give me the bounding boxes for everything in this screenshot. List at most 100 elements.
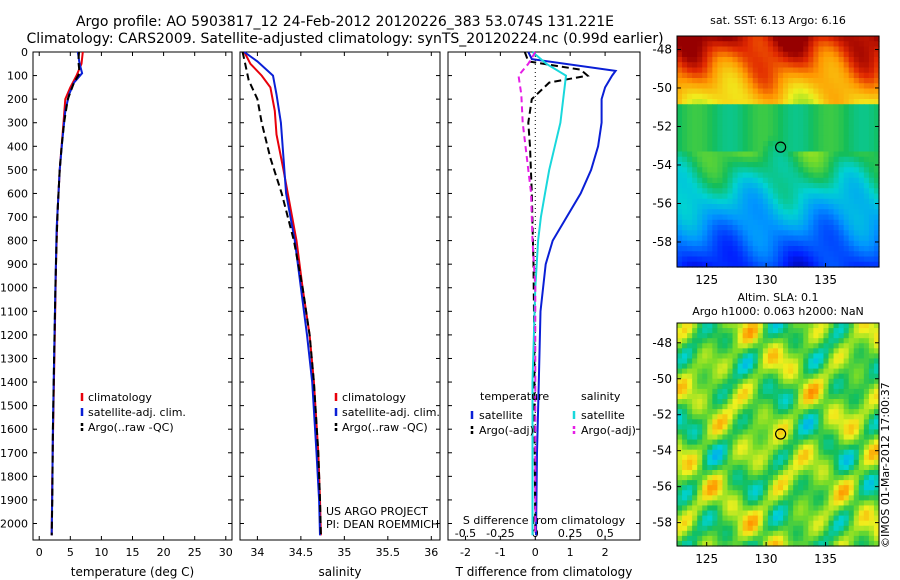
heatmap-cell [858, 348, 865, 355]
heatmap-cell [737, 358, 744, 365]
heatmap-cell [863, 409, 870, 415]
heatmap-cell [702, 57, 708, 63]
heatmap-cell [682, 373, 688, 380]
heatmap-cell [798, 358, 804, 365]
heatmap-cell [838, 214, 845, 221]
heatmap-cell [828, 219, 835, 226]
heatmap-cell [717, 141, 724, 147]
heatmap-cell [702, 515, 708, 522]
heatmap-cell [873, 540, 880, 547]
heatmap-cell [833, 409, 840, 415]
heatmap-cell [788, 141, 794, 147]
heatmap-cell [793, 333, 799, 339]
heatmap-cell [803, 156, 809, 163]
heatmap-cell [732, 353, 739, 360]
heatmap-cell [848, 146, 855, 153]
heatmap-cell [873, 240, 880, 247]
heatmap-cell [833, 444, 840, 451]
heatmap-cell [843, 495, 850, 501]
heatmap-cell [677, 251, 683, 258]
heatmap-cell [692, 409, 698, 415]
heatmap-cell [783, 240, 789, 247]
heatmap-cell [868, 198, 875, 205]
heatmap-cell [707, 109, 713, 116]
heatmap-cell [853, 353, 860, 360]
heatmap-cell [798, 500, 804, 507]
heatmap-cell [863, 449, 870, 456]
heatmap-cell [803, 510, 809, 517]
heatmap-cell [712, 193, 718, 200]
heatmap-cell [858, 520, 865, 527]
heatmap-cell [823, 480, 830, 486]
heatmap-cell [712, 104, 718, 111]
heatmap-cell [848, 459, 855, 466]
heatmap-cell [868, 235, 875, 242]
heatmap-cell [707, 510, 713, 517]
heatmap-cell [727, 183, 734, 189]
heatmap-cell [838, 99, 845, 105]
heatmap-cell [772, 368, 779, 375]
heatmap-cell [868, 135, 875, 142]
heatmap-cell [868, 99, 875, 105]
heatmap-cell [838, 240, 845, 247]
heatmap-cell [767, 125, 774, 132]
heatmap-cell [717, 83, 724, 90]
heatmap-cell [818, 480, 825, 486]
heatmap-cell [697, 67, 703, 74]
heatmap-cell [677, 510, 683, 517]
heatmap-cell [808, 135, 814, 142]
heatmap-cell [788, 333, 794, 339]
heatmap-cell [692, 51, 698, 58]
heatmap-cell [808, 429, 814, 436]
heatmap-cell [697, 434, 703, 441]
heatmap-cell [712, 388, 718, 395]
heatmap-cell [677, 419, 683, 425]
heatmap-cell [727, 246, 734, 252]
heatmap-cell [858, 230, 865, 237]
heatmap-cell [677, 93, 683, 100]
heatmap-cell [803, 434, 809, 441]
heatmap-cell [873, 500, 880, 507]
heatmap-cell [838, 333, 845, 339]
heatmap-cell [697, 328, 703, 334]
heatmap-cell [858, 469, 865, 476]
heatmap-cell [767, 404, 774, 410]
heatmap-cell [793, 46, 799, 53]
heatmap-cell [757, 135, 764, 142]
heatmap-cell [813, 125, 819, 132]
heatmap-cell [682, 414, 688, 420]
heatmap-cell [778, 104, 784, 111]
heatmap-cell [863, 383, 870, 390]
heatmap-cell [838, 409, 845, 415]
heatmap-cell [833, 510, 840, 517]
heatmap-cell [823, 393, 830, 400]
heatmap-cell [762, 177, 769, 184]
heatmap-cell [747, 67, 754, 74]
heatmap-cell [762, 378, 769, 385]
heatmap-cell [727, 93, 734, 100]
depth-tick-label: 1600 [0, 423, 28, 436]
heatmap-cell [853, 109, 860, 116]
heatmap-cell [783, 78, 789, 84]
heatmap-cell [727, 510, 734, 517]
heatmap-cell [813, 46, 819, 53]
heatmap-cell [757, 62, 764, 69]
heatmap-cell [742, 419, 749, 425]
heatmap-cell [682, 388, 688, 395]
heatmap-cell [702, 343, 708, 349]
heatmap-cell [752, 368, 759, 375]
heatmap-cell [727, 323, 734, 329]
heatmap-cell [823, 72, 830, 79]
heatmap-cell [737, 46, 744, 53]
heatmap-cell [848, 388, 855, 395]
heatmap-cell [717, 469, 724, 476]
heatmap-cell [803, 240, 809, 247]
heatmap-cell [803, 214, 809, 221]
heatmap-cell [808, 343, 814, 349]
heatmap-cell [717, 535, 724, 542]
heatmap-cell [722, 510, 729, 517]
heatmap-cell [737, 520, 744, 527]
heatmap-cell [838, 373, 845, 380]
heatmap-cell [702, 444, 708, 451]
heatmap-cell [717, 57, 724, 63]
